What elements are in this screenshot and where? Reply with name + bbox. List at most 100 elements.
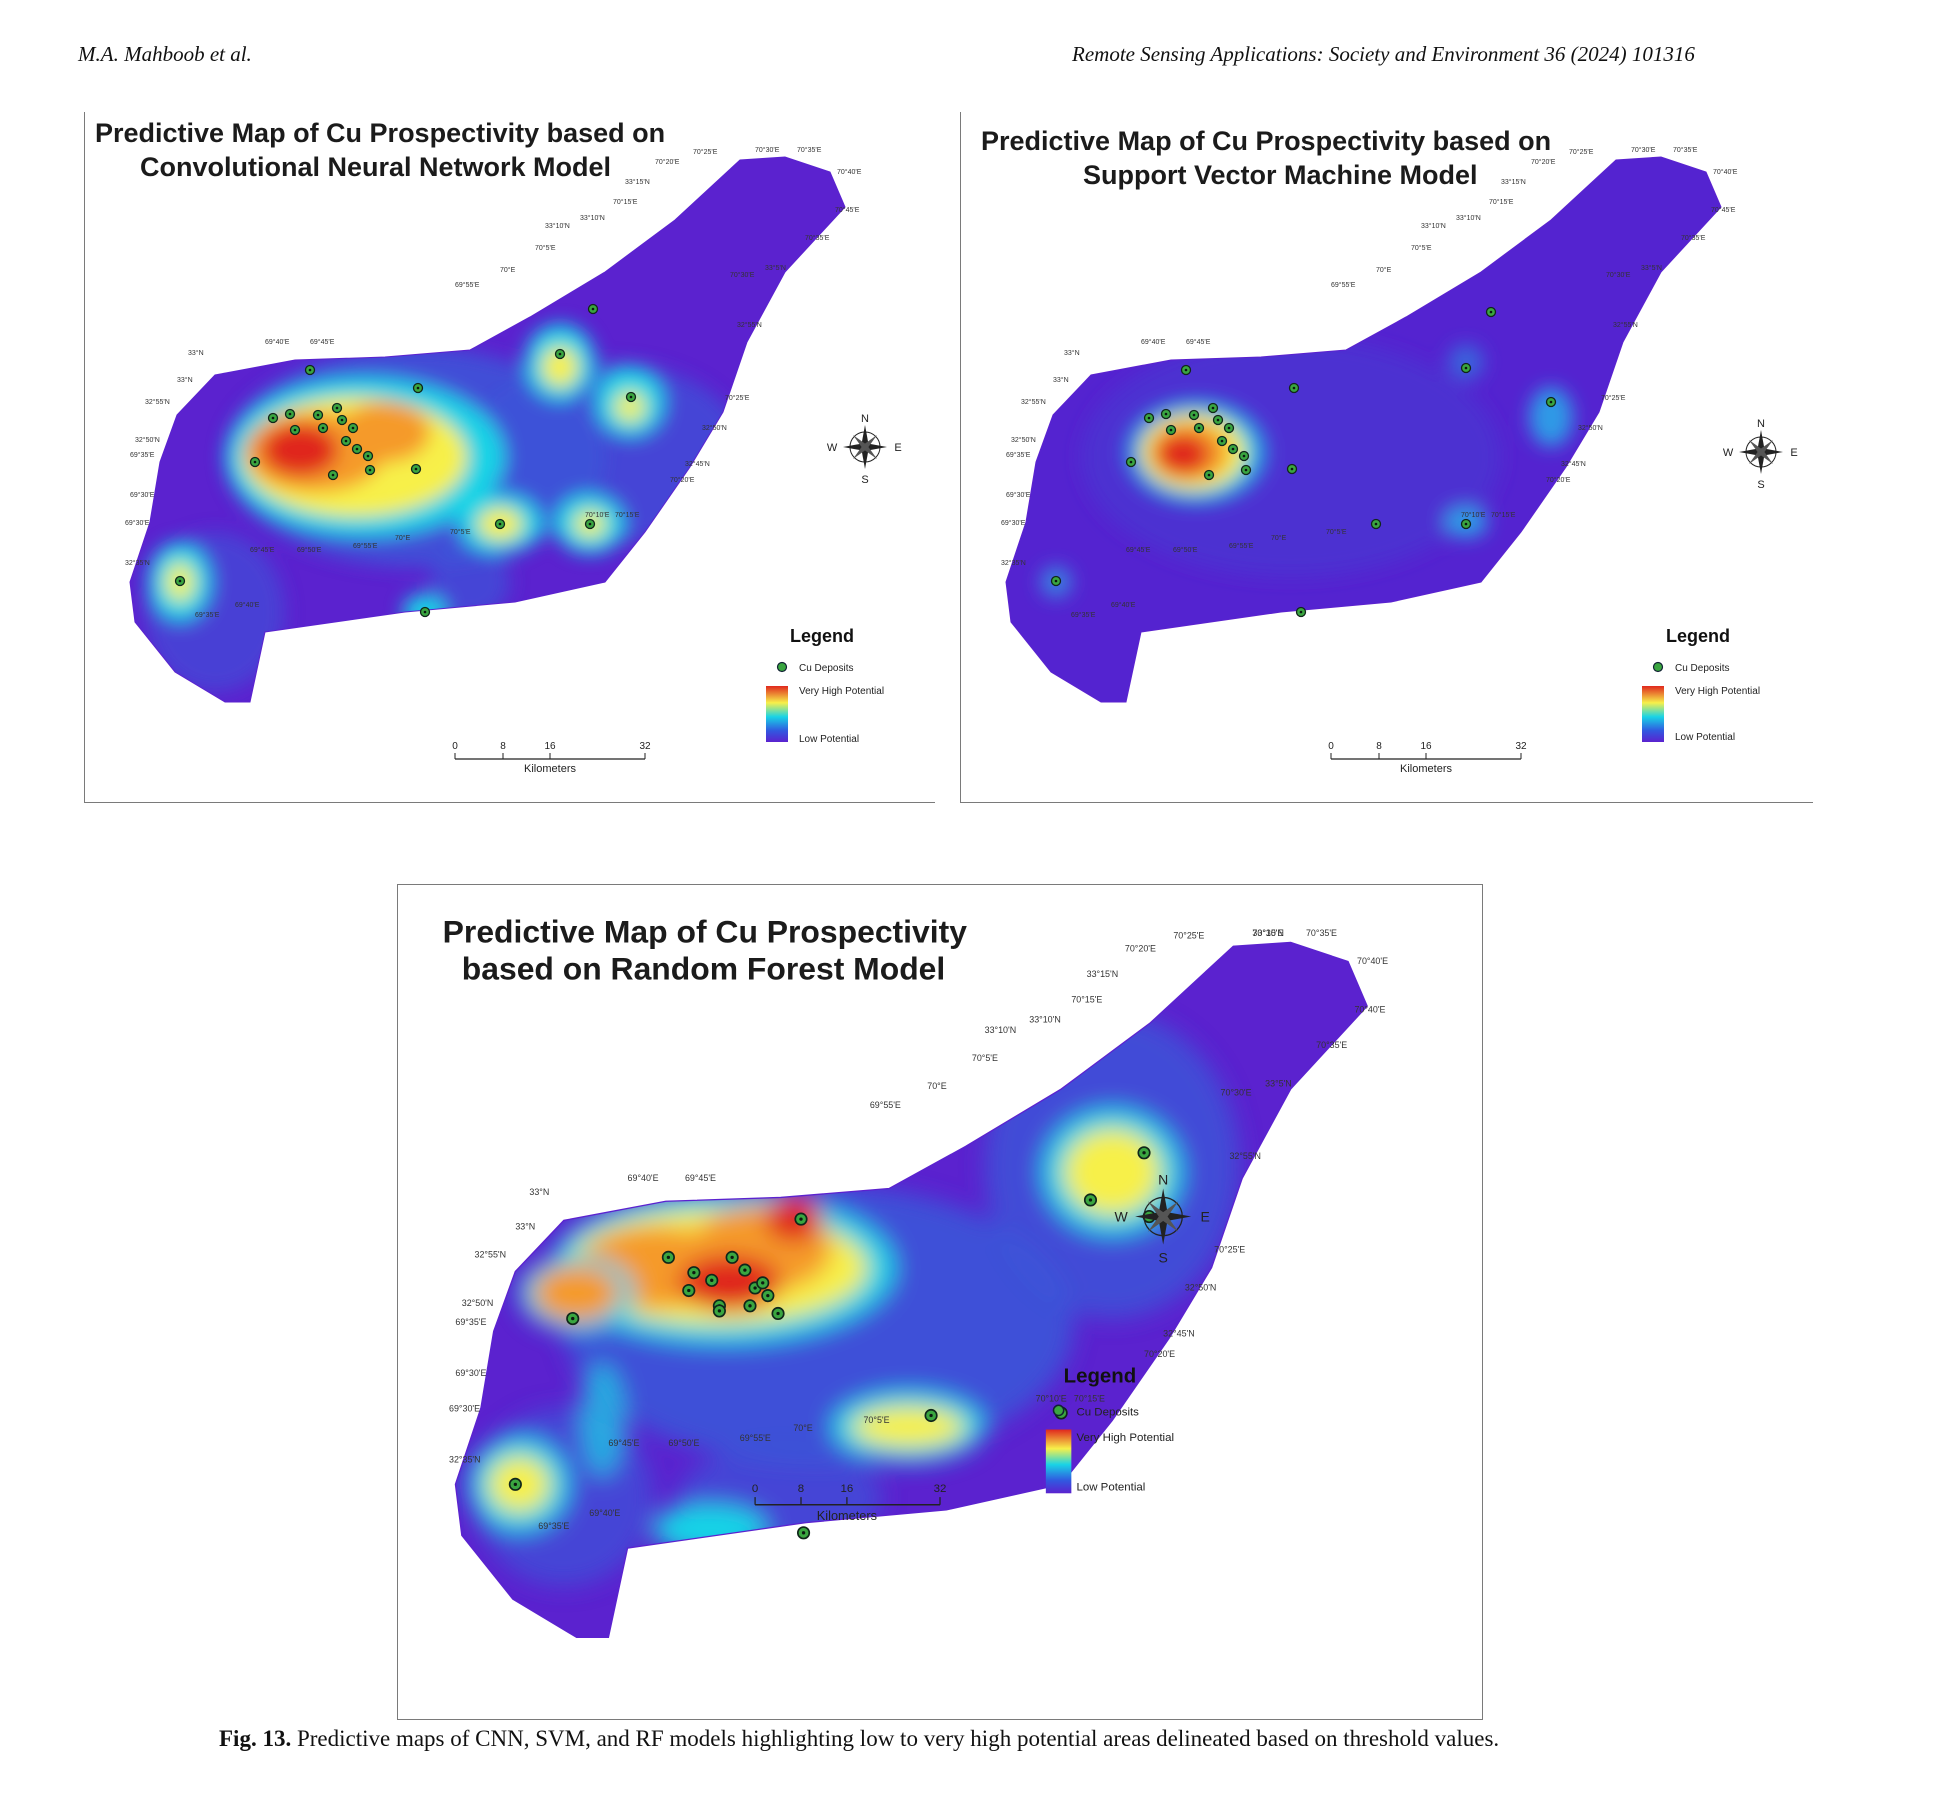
coordinate-label: 70°30'E [1606,271,1631,279]
coordinate-label: 70°25'E [1601,394,1626,402]
coordinate-label: 70°E [500,266,516,274]
coordinate-label: 69°35'E [130,451,155,459]
svm-scale-bar: 0 8 16 32 Kilometers [1328,741,1527,775]
cnn-heatmap [130,157,845,702]
coordinate-label: 70°25'E [693,148,718,156]
compass-e: E [1201,1209,1210,1225]
legend-deposits: Cu Deposits [1675,663,1729,674]
coordinate-label: 69°35'E [1071,611,1096,619]
scale-tick-16: 16 [1420,741,1432,752]
coordinate-label: 69°30'E [455,1368,486,1378]
legend-deposits: Cu Deposits [799,663,853,674]
deposit-marker-icon [1052,1404,1065,1417]
figure-label: Fig. 13. [219,1726,292,1751]
coordinate-label: 69°55'E [870,1100,901,1110]
coordinate-label: 33°5'N [1641,264,1662,272]
scale-tick-32: 32 [1515,741,1527,752]
cu-deposit-marker-center [571,1316,575,1321]
coordinate-label: 33°N [529,1187,549,1197]
rf-scale-bar: 0 8 16 32 Kilometers [752,1483,946,1523]
cu-deposit-marker-center [1164,412,1168,416]
coordinate-label: 69°45'E [310,338,335,346]
coordinate-label: 70°30'E [1252,928,1283,938]
coordinate-label: 70°15'E [613,198,638,206]
cnn-scale-bar: 0 8 16 32 Kilometers [452,741,651,775]
coordinate-label: 69°45'E [250,546,275,554]
cu-deposit-marker-center [1549,400,1553,404]
cu-deposit-marker-center [253,460,257,464]
coordinate-label: 32°55'N [1613,321,1638,329]
cu-deposit-marker-center [366,454,370,458]
cu-deposit-marker-center [416,386,420,390]
cu-deposit-marker-center [368,468,372,472]
legend-title: Legend [1064,1365,1137,1387]
coordinate-label: 32°50'N [702,424,727,432]
coordinate-label: 33°N [188,349,204,357]
svm-heatmap [1006,157,1721,702]
cu-deposit-marker-center [344,439,348,443]
cnn-deposits [174,303,637,618]
cu-deposit-marker-center [1197,426,1201,430]
coordinate-label: 69°55'E [740,1433,771,1443]
cu-deposit-marker-center [1088,1198,1093,1202]
deposit-marker-icon [776,661,788,673]
cu-deposit-marker-center [748,1304,752,1308]
coordinate-label: 32°45'N [1561,460,1586,468]
coordinate-label: 32°50'N [1011,436,1036,444]
legend-title: Legend [790,626,854,646]
legend-high: Very High Potential [1675,686,1760,697]
cu-deposit-marker-center [1242,454,1246,458]
coordinate-label: 69°35'E [538,1521,569,1531]
coordinate-label: 70°20'E [1144,1349,1175,1359]
map-panel-cnn: 70°30'E 70°35'E 70°25'E 70°40'E 70°20'E 33°15… [84,112,935,803]
coordinate-label: 70°15'E [1489,198,1514,206]
coordinate-label: 70°10'E [1461,511,1486,519]
cu-deposit-marker-center [1147,416,1151,420]
cu-deposit-marker-center [423,610,427,614]
coordinate-label: 32°45'N [1163,1328,1195,1338]
coordinate-label: 32°50'N [135,436,160,444]
legend-color-ramp [766,686,788,742]
cu-deposit-marker-center [178,579,182,583]
map-panel-rf: 70°30'E 70°35'E 70°25'E 70°40'E 70°20'E 33°15… [397,884,1483,1720]
cu-deposit-marker-center [766,1293,770,1298]
cu-deposit-marker-center [1211,406,1215,410]
coordinate-label: 70°E [395,534,411,542]
rf-map-figure: 70°30'E 70°35'E 70°25'E 70°40'E 70°20'E 33°15… [443,913,1388,1639]
coordinate-label: 69°55'E [1229,542,1254,550]
scale-tick-16: 16 [841,1483,854,1495]
cu-deposit-marker-center [1220,439,1224,443]
compass-e: E [894,442,901,454]
cu-deposit-marker-center [801,1531,806,1535]
coordinate-label: 70°30'E [1221,1087,1252,1097]
cu-deposit-marker-center [335,406,339,410]
coordinate-label: 70°5'E [1326,528,1347,536]
cu-deposit-marker-center [776,1311,780,1316]
cu-deposit-marker-center [1169,428,1173,432]
coordinate-label: 33°15'N [1087,969,1119,979]
cu-deposit-marker-center [316,413,320,417]
coordinate-label: 32°50'N [1185,1283,1217,1293]
coordinate-label: 32°35'N [1001,559,1026,567]
coordinate-label: 70°40'E [837,168,862,176]
cu-deposit-marker-center [799,1217,803,1221]
compass-e: E [1790,447,1797,459]
cu-deposit-marker-center [271,416,275,420]
cu-deposit-marker-center [351,426,355,430]
coordinate-label: 33°5'N [1265,1078,1292,1088]
compass-w: W [1723,447,1734,459]
scale-tick-0: 0 [452,741,458,752]
coordinate-label: 70°35'E [1306,928,1337,938]
cu-deposit-marker-center [1129,460,1133,464]
cu-deposit-marker-center [717,1309,722,1313]
cnn-title-line1: Predictive Map of Cu Prospectivity based… [95,118,665,148]
cu-deposit-marker-center [1299,610,1303,614]
cu-deposit-marker-center [710,1278,714,1282]
coordinate-label: 69°55'E [455,281,480,289]
coordinate-label: 70°35'E [797,146,822,154]
coordinate-label: 69°35'E [1006,451,1031,459]
coordinate-label: 70°5'E [535,244,556,252]
coordinate-label: 70°E [1271,534,1287,542]
figure-caption-text: Predictive maps of CNN, SVM, and RF mode… [291,1726,1500,1751]
cu-deposit-marker-center [414,467,418,471]
